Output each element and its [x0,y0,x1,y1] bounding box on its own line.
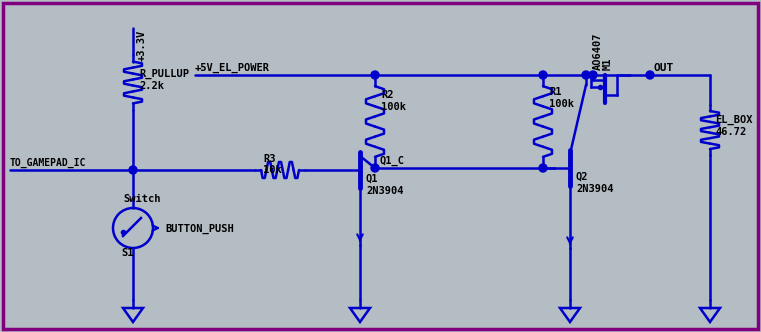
Text: AO6407: AO6407 [593,33,603,70]
Text: 2N3904: 2N3904 [576,184,613,194]
Text: BUTTON_PUSH: BUTTON_PUSH [165,224,234,234]
Text: R2: R2 [381,90,393,100]
Text: R_PULLUP: R_PULLUP [139,69,189,79]
Circle shape [129,166,137,174]
Circle shape [539,71,547,79]
Circle shape [371,164,379,172]
Text: Q1: Q1 [366,174,378,184]
Text: 100k: 100k [381,102,406,112]
Text: OUT: OUT [653,63,673,73]
Text: R1: R1 [549,87,562,97]
Circle shape [589,71,597,79]
Text: 2.2k: 2.2k [139,81,164,91]
Text: Switch: Switch [123,194,161,204]
Circle shape [582,71,590,79]
Text: EL_BOX: EL_BOX [715,115,753,125]
Text: 2N3904: 2N3904 [366,186,403,196]
Text: 100k: 100k [549,99,574,109]
Text: 10k: 10k [263,165,282,175]
Text: M1: M1 [603,57,613,70]
Text: TO_GAMEPAD_IC: TO_GAMEPAD_IC [10,158,87,168]
Text: 46.72: 46.72 [715,127,747,137]
Text: S1: S1 [121,248,133,258]
Circle shape [646,71,654,79]
Text: Q2: Q2 [576,172,588,182]
Circle shape [371,71,379,79]
Circle shape [539,164,547,172]
Text: R3: R3 [263,154,275,164]
Text: +3.3V: +3.3V [137,30,147,61]
Text: +5V_EL_POWER: +5V_EL_POWER [195,63,270,73]
Text: Q1_C: Q1_C [380,156,405,166]
